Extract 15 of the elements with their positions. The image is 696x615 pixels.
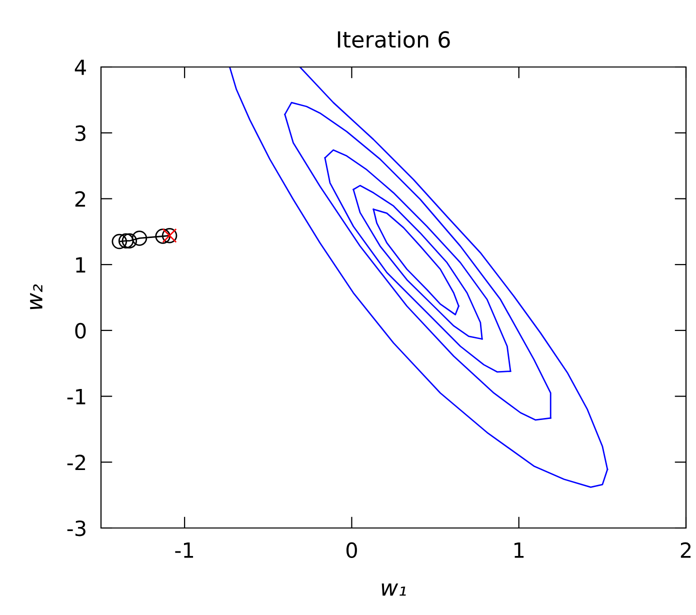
x-axis-title: w₁ [382,583,406,596]
x-tick-label: -1 [175,542,194,558]
y-tick-label: 1 [76,257,86,272]
y-tick-label: -3 [67,520,86,536]
y-tick-label: 2 [75,191,86,207]
chart-title: Iteration 6 [338,30,450,48]
x-tick-label: 2 [680,542,691,558]
x-tick-label: 1 [514,542,524,558]
y-axis-title: w₂ [30,284,42,310]
x-tick-label: 0 [346,542,357,558]
y-tick-label: -2 [67,454,86,470]
y-tick-label: 0 [75,322,86,339]
y-tick-label: 4 [74,60,86,75]
y-tick-label: 3 [75,125,86,142]
y-tick-label: -1 [67,389,86,404]
